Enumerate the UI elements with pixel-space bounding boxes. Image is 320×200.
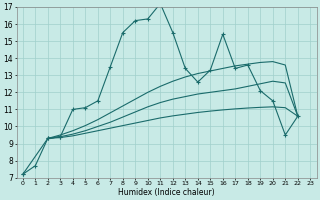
X-axis label: Humidex (Indice chaleur): Humidex (Indice chaleur): [118, 188, 215, 197]
